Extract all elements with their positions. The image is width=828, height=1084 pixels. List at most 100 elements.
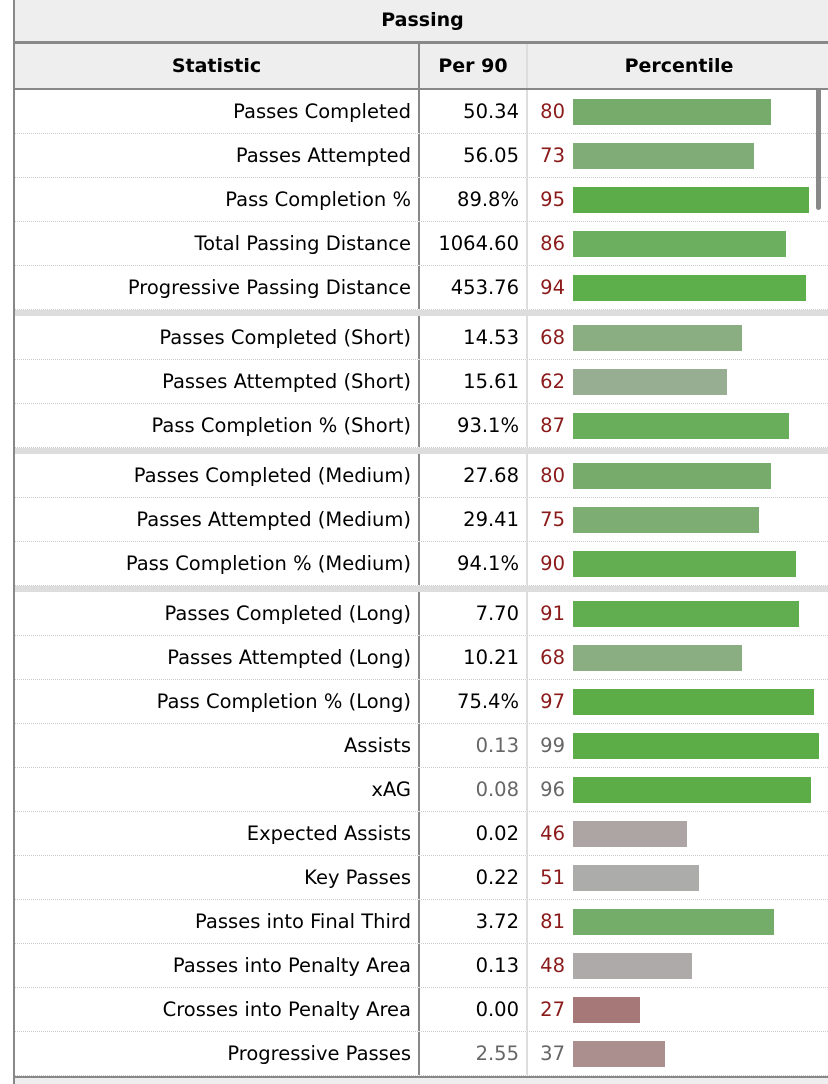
percentile-value: 95: [540, 188, 565, 211]
percentile-bar: [573, 820, 688, 847]
percentile-bar: [573, 550, 797, 577]
table-row: Assists 0.13 99: [15, 724, 828, 768]
percentile-value: 80: [540, 464, 565, 487]
group-separator: [15, 586, 828, 592]
table-row: Pass Completion % (Medium) 94.1% 90: [15, 542, 828, 586]
table-row: Progressive Passing Distance 453.76 94: [15, 266, 828, 310]
table-row: Passes Completed (Medium) 27.68 80: [15, 454, 828, 498]
table-row: Total Passing Distance 1064.60 86: [15, 222, 828, 266]
percentile-bar: [573, 98, 772, 125]
table-caption: Passing: [15, 0, 828, 44]
per90-value: 0.13: [420, 944, 528, 987]
per90-value: 453.76: [420, 266, 528, 309]
table-footer: [15, 1076, 828, 1084]
table-row: Pass Completion % (Long) 75.4% 97: [15, 680, 828, 724]
stat-name: Key Passes: [15, 856, 420, 899]
stat-name: Passes Completed (Short): [15, 316, 420, 359]
per90-value: 1064.60: [420, 222, 528, 265]
header-per90[interactable]: Per 90: [420, 44, 528, 88]
percentile-bar: [573, 186, 809, 213]
per90-value: 29.41: [420, 498, 528, 541]
passing-table: Passing Statistic Per 90 Percentile Pass…: [13, 0, 828, 1084]
percentile-bar: [573, 688, 814, 715]
percentile-cell: 51: [528, 856, 828, 899]
percentile-value: 62: [540, 370, 565, 393]
per90-value: 0.00: [420, 988, 528, 1031]
percentile-value: 68: [540, 646, 565, 669]
percentile-value: 27: [540, 998, 565, 1021]
stat-name: Pass Completion % (Medium): [15, 542, 420, 585]
percentile-cell: 75: [528, 498, 828, 541]
percentile-cell: 80: [528, 90, 828, 133]
percentile-value: 75: [540, 508, 565, 531]
percentile-value: 48: [540, 954, 565, 977]
per90-value: 75.4%: [420, 680, 528, 723]
scrollbar[interactable]: [816, 88, 821, 210]
group-separator: [15, 310, 828, 316]
per90-value: 56.05: [420, 134, 528, 177]
table-row: Passes Completed (Short) 14.53 68: [15, 316, 828, 360]
table-body: Passes Completed 50.34 80 Passes Attempted 5…: [15, 90, 828, 1076]
percentile-bar: [573, 506, 759, 533]
percentile-value: 99: [540, 734, 565, 757]
per90-value: 14.53: [420, 316, 528, 359]
percentile-bar: [573, 732, 819, 759]
percentile-cell: 91: [528, 592, 828, 635]
percentile-value: 97: [540, 690, 565, 713]
percentile-bar: [573, 776, 812, 803]
stat-name: Passes Attempted (Medium): [15, 498, 420, 541]
stat-name: Crosses into Penalty Area: [15, 988, 420, 1031]
stat-name: Pass Completion % (Short): [15, 404, 420, 447]
percentile-bar: [573, 864, 700, 891]
percentile-value: 86: [540, 232, 565, 255]
per90-value: 27.68: [420, 454, 528, 497]
percentile-cell: 99: [528, 724, 828, 767]
stat-name: Passes Attempted (Short): [15, 360, 420, 403]
percentile-cell: 62: [528, 360, 828, 403]
stat-name: Pass Completion % (Long): [15, 680, 420, 723]
per90-value: 0.22: [420, 856, 528, 899]
percentile-bar: [573, 644, 742, 671]
table-row: Passes Completed 50.34 80: [15, 90, 828, 134]
percentile-bar: [573, 274, 807, 301]
per90-value: 89.8%: [420, 178, 528, 221]
percentile-value: 90: [540, 552, 565, 575]
percentile-cell: 90: [528, 542, 828, 585]
percentile-bar: [573, 368, 727, 395]
table-row: Passes Attempted 56.05 73: [15, 134, 828, 178]
header-statistic[interactable]: Statistic: [15, 44, 420, 88]
stat-name: Pass Completion %: [15, 178, 420, 221]
table-row: Crosses into Penalty Area 0.00 27: [15, 988, 828, 1032]
per90-value: 94.1%: [420, 542, 528, 585]
header-row: Statistic Per 90 Percentile: [15, 44, 828, 90]
stat-name: Passes into Final Third: [15, 900, 420, 943]
percentile-cell: 73: [528, 134, 828, 177]
stat-name: Passes Attempted (Long): [15, 636, 420, 679]
per90-value: 93.1%: [420, 404, 528, 447]
percentile-value: 73: [540, 144, 565, 167]
percentile-value: 96: [540, 778, 565, 801]
per90-value: 50.34: [420, 90, 528, 133]
percentile-cell: 97: [528, 680, 828, 723]
stat-name: Total Passing Distance: [15, 222, 420, 265]
table-row: Expected Assists 0.02 46: [15, 812, 828, 856]
table-row: Key Passes 0.22 51: [15, 856, 828, 900]
table-row: Pass Completion % 89.8% 95: [15, 178, 828, 222]
percentile-cell: 96: [528, 768, 828, 811]
percentile-cell: 95: [528, 178, 828, 221]
percentile-value: 81: [540, 910, 565, 933]
table-row: Passes Completed (Long) 7.70 91: [15, 592, 828, 636]
per90-value: 2.55: [420, 1032, 528, 1075]
stat-name: Progressive Passing Distance: [15, 266, 420, 309]
stat-name: Passes Attempted: [15, 134, 420, 177]
percentile-cell: 80: [528, 454, 828, 497]
stat-name: Passes into Penalty Area: [15, 944, 420, 987]
percentile-bar: [573, 1040, 665, 1067]
percentile-cell: 94: [528, 266, 828, 309]
header-percentile[interactable]: Percentile: [624, 55, 734, 77]
percentile-cell: 46: [528, 812, 828, 855]
percentile-value: 37: [540, 1042, 565, 1065]
table-row: Passes Attempted (Medium) 29.41 75: [15, 498, 828, 542]
percentile-cell: 68: [528, 316, 828, 359]
percentile-value: 91: [540, 602, 565, 625]
